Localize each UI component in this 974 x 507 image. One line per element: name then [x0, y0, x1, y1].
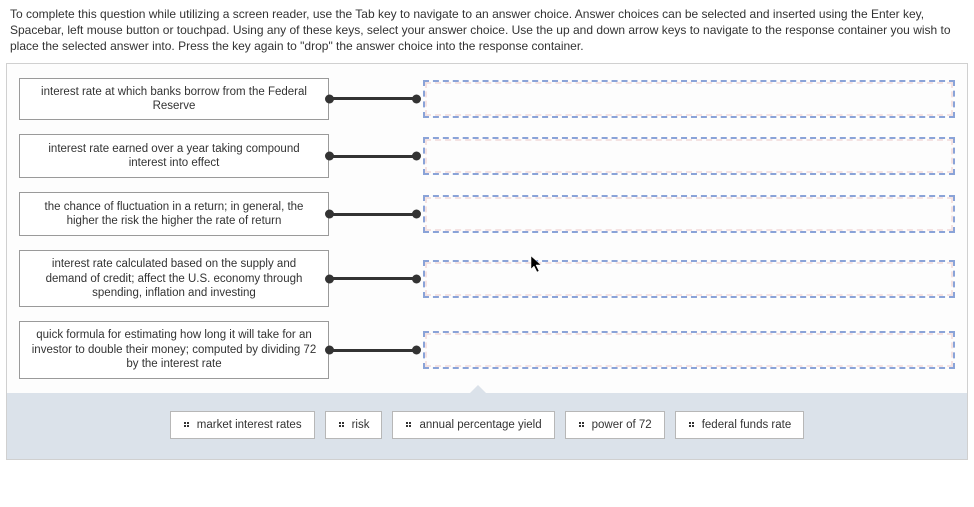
drag-grip-icon: [688, 421, 696, 429]
answer-chip-federal-funds-rate[interactable]: federal funds rate: [675, 411, 805, 439]
connector-line: [329, 155, 417, 158]
definition-box: the chance of fluctuation in a return; i…: [19, 192, 329, 236]
match-row: interest rate calculated based on the su…: [19, 250, 955, 307]
drop-zone[interactable]: [423, 195, 955, 233]
matching-container: interest rate at which banks borrow from…: [6, 63, 968, 460]
definition-box: quick formula for estimating how long it…: [19, 321, 329, 378]
answer-label: annual percentage yield: [419, 419, 541, 431]
match-row: the chance of fluctuation in a return; i…: [19, 192, 955, 236]
drag-grip-icon: [405, 421, 413, 429]
definition-box: interest rate earned over a year taking …: [19, 134, 329, 178]
connector-line: [329, 349, 417, 352]
instructions-text: To complete this question while utilizin…: [0, 0, 974, 63]
drop-zone[interactable]: [423, 260, 955, 298]
connector-line: [329, 277, 417, 280]
match-row: quick formula for estimating how long it…: [19, 321, 955, 378]
answer-chip-market-interest-rates[interactable]: market interest rates: [170, 411, 315, 439]
answer-chip-power-of-72[interactable]: power of 72: [565, 411, 665, 439]
match-row: interest rate at which banks borrow from…: [19, 78, 955, 121]
answer-chip-risk[interactable]: risk: [325, 411, 383, 439]
answer-label: power of 72: [592, 419, 652, 431]
drop-zone[interactable]: [423, 137, 955, 175]
definition-box: interest rate at which banks borrow from…: [19, 78, 329, 121]
connector-line: [329, 97, 417, 100]
answer-choices-bar: market interest rates risk annual percen…: [7, 393, 967, 459]
drag-grip-icon: [183, 421, 191, 429]
drag-grip-icon: [578, 421, 586, 429]
drag-grip-icon: [338, 421, 346, 429]
answer-label: risk: [352, 419, 370, 431]
definition-box: interest rate calculated based on the su…: [19, 250, 329, 307]
drop-zone[interactable]: [423, 331, 955, 369]
answer-label: market interest rates: [197, 419, 302, 431]
match-row: interest rate earned over a year taking …: [19, 134, 955, 178]
drop-zone[interactable]: [423, 80, 955, 118]
answer-chip-annual-percentage-yield[interactable]: annual percentage yield: [392, 411, 554, 439]
connector-line: [329, 213, 417, 216]
answer-label: federal funds rate: [702, 419, 792, 431]
